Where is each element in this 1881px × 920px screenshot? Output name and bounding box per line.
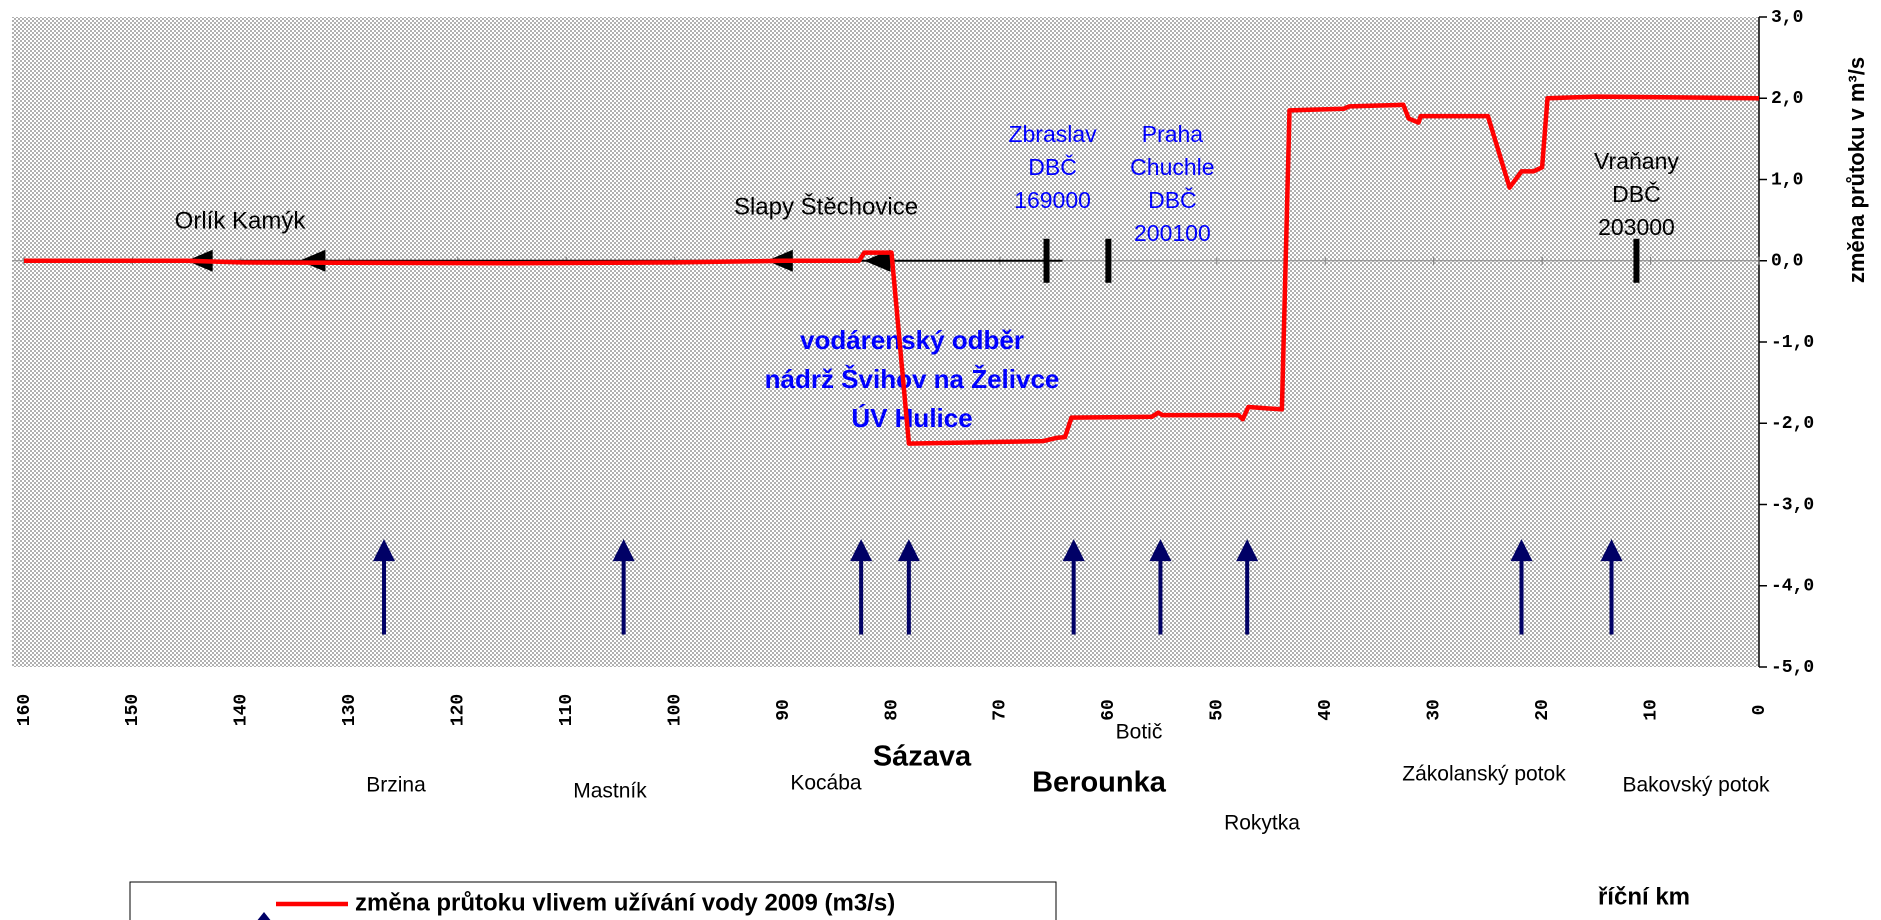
x-axis-title: říční km (1598, 883, 1690, 910)
y-tick-label: -4,0 (1771, 577, 1814, 597)
station-label: DBČ (1612, 180, 1661, 207)
x-tick-label: 160 (15, 694, 35, 726)
tributary-label: Kocába (790, 772, 862, 795)
tributary-label: Mastník (573, 780, 647, 803)
legend-box (129, 881, 1057, 920)
y-tick-label: 0,0 (1771, 252, 1803, 272)
annotation: vodárenský odběr (800, 325, 1024, 355)
station-label: Vraňany (1594, 148, 1679, 174)
x-tick-label: 90 (774, 699, 794, 721)
tributary-arrow-head (373, 539, 396, 562)
station-label: DBČ (1148, 186, 1197, 213)
annotation: nádrž Švihov na Želivce (765, 364, 1060, 394)
y-axis-title: změna průtoku v m³/s (1844, 57, 1869, 283)
x-tick-label: 110 (557, 694, 577, 726)
station-label: 203000 (1598, 214, 1675, 240)
y-tick-label: 1,0 (1771, 170, 1803, 190)
tributary-arrow-head (612, 539, 635, 562)
y-tick-label: 2,0 (1771, 89, 1803, 109)
reservoir-marker (864, 249, 891, 272)
x-tick-label: 30 (1424, 699, 1444, 721)
y-tick-label: -5,0 (1771, 658, 1814, 678)
x-tick-label: 50 (1208, 699, 1228, 721)
x-tick-label: 140 (232, 694, 252, 726)
tributary-arrow-head (1510, 539, 1533, 562)
y-tick-label: -1,0 (1771, 333, 1814, 353)
annotation: ÚV Hulice (851, 403, 972, 433)
tributary-label: Botič (1116, 721, 1163, 744)
x-tick-label: 0 (1750, 705, 1770, 716)
x-tick-label: 100 (665, 694, 685, 726)
y-tick-label: -3,0 (1771, 495, 1814, 515)
tributary-label: Sázava (873, 741, 972, 773)
series-line (24, 94, 1760, 446)
reservoir-label: Orlík Kamýk (175, 207, 307, 234)
y-tick-label: -2,0 (1771, 414, 1814, 434)
tributary-label: Brzina (366, 774, 426, 797)
reservoir-label: Slapy Štěchovice (734, 192, 918, 220)
tributary-arrow-head (850, 539, 873, 562)
station-label: 169000 (1014, 187, 1091, 213)
x-tick-label: 40 (1316, 699, 1336, 721)
tributary-label: Zákolanský potok (1402, 763, 1566, 786)
tributary-arrow-head (1149, 539, 1172, 562)
tributary-arrow-head (1600, 539, 1623, 562)
legend-swatch-arrow (257, 912, 271, 920)
y-tick-label: 3,0 (1771, 8, 1803, 28)
x-tick-label: 150 (123, 694, 143, 726)
station-label: Chuchle (1130, 154, 1214, 180)
tributary-label: Berounka (1032, 767, 1167, 799)
x-tick-label: 70 (991, 699, 1011, 721)
legend-label: změna průtoku vlivem užívání vody 2009 (… (355, 889, 895, 916)
tributary-arrow-head (1062, 539, 1085, 562)
tributary-label: Rokytka (1224, 812, 1300, 835)
station-label: 200100 (1134, 220, 1211, 246)
plot-background (12, 17, 1759, 667)
x-tick-label: 20 (1533, 699, 1553, 721)
x-tick-label: 130 (340, 694, 360, 726)
tributary-label: Bakovský potok (1622, 774, 1770, 797)
tributary-arrow-head (1236, 539, 1259, 562)
plot: 3,0 2,0 1,0 0,0 -1,0 -2,0 -3,0 -4,0 -5,0 160 150 14… (12, 8, 1814, 835)
x-tick-label: 120 (449, 694, 469, 726)
x-tick-label: 80 (882, 699, 902, 721)
station-label: DBČ (1028, 153, 1077, 180)
x-tick-label: 10 (1641, 699, 1661, 721)
station-label: Praha (1142, 121, 1204, 147)
x-tick-label: 60 (1099, 699, 1119, 721)
station-label: Zbraslav (1008, 121, 1097, 147)
tributary-arrow-head (897, 539, 920, 562)
